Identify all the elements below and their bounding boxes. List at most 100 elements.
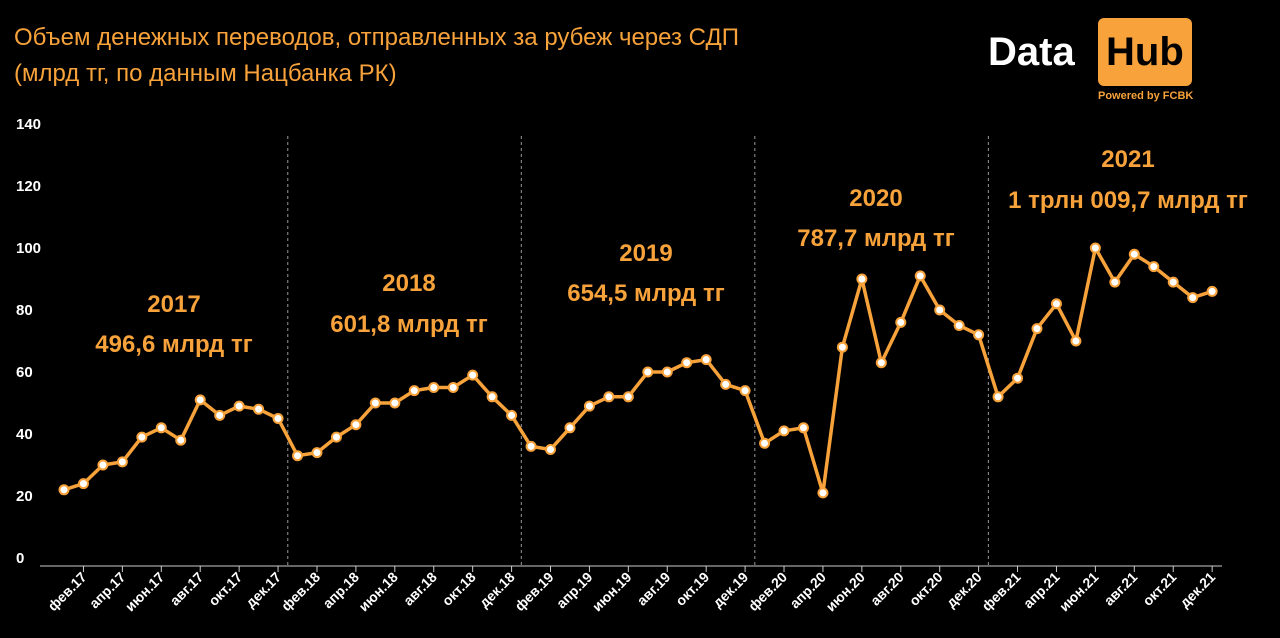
annotation-year: 2019 — [619, 240, 672, 267]
y-tick-label: 20 — [16, 488, 33, 505]
x-tick-label: авг.19 — [634, 569, 674, 609]
data-point — [1167, 276, 1179, 288]
data-point — [1070, 335, 1082, 347]
data-point — [797, 422, 809, 434]
x-tick-label: апр.20 — [786, 569, 829, 612]
x-tick-label: окт.20 — [906, 569, 946, 609]
data-point — [525, 440, 537, 452]
data-point — [836, 341, 848, 353]
annotation-total: 1 трлн 009,7 млрд тг — [1008, 187, 1248, 214]
data-point — [914, 270, 926, 282]
x-tick-label: фев.21 — [978, 569, 1023, 614]
x-tick-label: фев.17 — [44, 569, 89, 614]
y-tick-label: 120 — [16, 178, 41, 195]
annotation-year: 2018 — [382, 270, 435, 297]
x-tick-label: окт.21 — [1139, 569, 1179, 609]
x-tick-label: апр.17 — [86, 569, 129, 612]
annotation-year: 2017 — [147, 291, 200, 318]
data-point — [272, 413, 284, 424]
annotation-total: 601,8 млрд тг — [330, 311, 487, 338]
y-tick-label: 60 — [16, 364, 33, 381]
data-point — [1206, 285, 1218, 297]
data-point — [973, 329, 985, 341]
x-tick-label: июн.19 — [589, 569, 635, 615]
data-point — [622, 391, 634, 403]
x-tick-label: окт.18 — [439, 569, 479, 609]
data-point — [1012, 372, 1024, 384]
data-point — [953, 320, 965, 331]
x-tick-label: апр.21 — [1020, 569, 1063, 612]
x-tick-label: дек.17 — [242, 569, 284, 611]
x-tick-label: окт.17 — [205, 569, 245, 609]
data-point — [1050, 298, 1062, 310]
annotation-year: 2020 — [849, 185, 902, 212]
x-tick-label: фев.20 — [745, 569, 790, 614]
data-point — [233, 400, 245, 412]
x-tick-label: июн.18 — [355, 569, 401, 615]
data-point — [136, 431, 148, 443]
data-point — [330, 431, 342, 443]
chart-title-line1: Объем денежных переводов, отправленных з… — [14, 24, 739, 51]
x-tick-label: авг.17 — [167, 569, 207, 609]
data-point — [175, 434, 187, 446]
x-tick-label: дек.21 — [1176, 569, 1218, 611]
x-tick-label: дек.18 — [476, 569, 518, 611]
data-point — [467, 369, 479, 381]
y-tick-label: 40 — [16, 426, 33, 443]
x-tick-label: окт.19 — [672, 569, 712, 609]
logo-hub-badge: Hub — [1098, 18, 1192, 86]
data-point — [642, 366, 654, 378]
data-point — [700, 354, 712, 366]
annotation-total: 496,6 млрд тг — [95, 331, 252, 358]
data-point — [875, 357, 887, 369]
x-tick-label: авг.21 — [1101, 569, 1141, 609]
x-tick-label: июн.21 — [1056, 569, 1102, 615]
data-point — [214, 409, 226, 421]
data-point — [681, 357, 693, 369]
data-point — [194, 394, 206, 406]
x-tick-label: июн.17 — [122, 569, 168, 615]
data-point — [369, 397, 381, 409]
data-point — [350, 419, 362, 431]
data-point — [292, 450, 304, 462]
chart-title-line2: (млрд тг, по данным Нацбанка РК) — [14, 60, 397, 87]
data-point — [447, 382, 459, 393]
data-point — [77, 478, 89, 490]
y-tick-label: 0 — [16, 550, 24, 567]
data-point — [116, 456, 128, 468]
data-point — [817, 487, 829, 499]
data-point — [428, 382, 440, 393]
x-tick-label: апр.19 — [553, 569, 596, 612]
data-point — [603, 391, 615, 403]
data-point — [739, 385, 751, 397]
x-tick-label: июн.20 — [822, 569, 868, 615]
data-point — [311, 447, 323, 459]
logo-data-text: Data — [988, 30, 1075, 74]
y-tick-label: 140 — [16, 116, 41, 133]
data-point — [408, 385, 420, 397]
data-point — [759, 437, 771, 449]
data-point — [856, 273, 868, 285]
data-point — [155, 422, 167, 434]
x-tick-label: фев.19 — [511, 569, 556, 614]
y-tick-label: 80 — [16, 302, 33, 319]
annotation-total: 787,7 млрд тг — [797, 225, 954, 252]
data-point — [58, 484, 70, 496]
data-point — [545, 444, 556, 455]
data-point — [895, 316, 907, 328]
x-tick-label: дек.20 — [943, 569, 985, 611]
data-point — [1089, 242, 1101, 254]
data-point — [661, 366, 673, 378]
annotation-total: 654,5 млрд тг — [567, 280, 724, 307]
data-point — [1031, 323, 1043, 335]
x-tick-label: апр.18 — [319, 569, 362, 612]
data-point — [97, 459, 109, 471]
annotation-year: 2021 — [1101, 146, 1154, 173]
data-point — [1187, 292, 1199, 304]
x-tick-label: фев.18 — [278, 569, 323, 614]
data-point — [253, 403, 265, 415]
data-point — [720, 378, 732, 390]
data-point — [583, 400, 595, 412]
data-point — [486, 391, 498, 403]
